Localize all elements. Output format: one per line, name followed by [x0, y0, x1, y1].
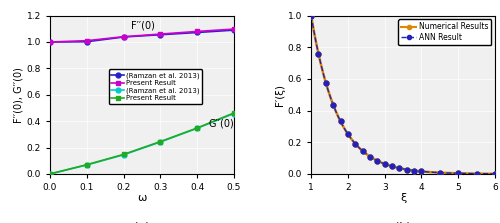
Numerical Results [338, 120, 344, 123]
ANN Result [474, 172, 480, 175]
Line: Present Result: Present Result [48, 111, 236, 176]
X-axis label: ξ: ξ [400, 193, 406, 203]
ANN Result [382, 163, 388, 165]
ANN Result [345, 133, 351, 135]
Numerical Results [396, 167, 402, 169]
Present Result [47, 173, 53, 175]
(Ramzan et al. 2013) [194, 31, 200, 34]
Present Result [120, 35, 126, 38]
Line: ANN Result: ANN Result [308, 13, 498, 176]
Present Result [194, 30, 200, 33]
ANN Result [418, 170, 424, 173]
Numerical Results [382, 163, 388, 165]
Legend: Numerical Results, ANN Result: Numerical Results, ANN Result [398, 19, 491, 45]
ANN Result [455, 172, 461, 175]
ANN Result [389, 165, 395, 168]
ANN Result [396, 167, 402, 169]
Present Result [120, 153, 126, 156]
Numerical Results [352, 142, 358, 145]
ANN Result [437, 171, 443, 174]
ANN Result [374, 159, 380, 162]
Line: (Ramzan et al. 2013): (Ramzan et al. 2013) [48, 111, 236, 176]
ANN Result [352, 142, 358, 145]
Numerical Results [323, 81, 329, 84]
Text: F′′(0): F′′(0) [131, 21, 155, 31]
Numerical Results [437, 171, 443, 174]
Numerical Results [411, 169, 417, 172]
Present Result [231, 112, 237, 114]
Present Result [158, 140, 164, 143]
Text: G′′(0): G′′(0) [208, 118, 234, 128]
(Ramzan et al. 2013) [120, 36, 126, 38]
(Ramzan et al. 2013) [84, 40, 90, 43]
Present Result [84, 39, 90, 42]
Numerical Results [455, 172, 461, 175]
ANN Result [411, 169, 417, 172]
Present Result [47, 41, 53, 43]
ANN Result [404, 168, 409, 171]
Numerical Results [308, 14, 314, 17]
ANN Result [308, 14, 314, 17]
(Ramzan et al. 2013) [194, 127, 200, 130]
Numerical Results [345, 133, 351, 135]
ANN Result [323, 81, 329, 84]
(Ramzan et al. 2013) [47, 173, 53, 175]
(Ramzan et al. 2013) [158, 33, 164, 36]
ANN Result [338, 120, 344, 123]
Numerical Results [360, 150, 366, 152]
Numerical Results [492, 172, 498, 175]
Line: Present Result: Present Result [48, 27, 236, 44]
Present Result [194, 127, 200, 129]
X-axis label: ω: ω [138, 193, 146, 203]
(Ramzan et al. 2013) [158, 141, 164, 143]
Numerical Results [418, 170, 424, 173]
Legend: (Ramzan et al. 2013), Present Result, (Ramzan et al. 2013), Present Result: (Ramzan et al. 2013), Present Result, (R… [108, 70, 202, 104]
ANN Result [367, 155, 373, 158]
Numerical Results [474, 172, 480, 175]
Present Result [84, 163, 90, 166]
(Ramzan et al. 2013) [120, 153, 126, 156]
(Ramzan et al. 2013) [231, 112, 237, 115]
Text: (a): (a) [134, 221, 150, 223]
Y-axis label: F′(ξ): F′(ξ) [275, 84, 285, 106]
ANN Result [360, 150, 366, 152]
Present Result [158, 33, 164, 35]
Numerical Results [367, 155, 373, 158]
(Ramzan et al. 2013) [47, 41, 53, 43]
Numerical Results [374, 159, 380, 162]
(Ramzan et al. 2013) [84, 164, 90, 166]
Y-axis label: F′′(0), G′′(0): F′′(0), G′′(0) [14, 67, 24, 123]
Numerical Results [316, 52, 322, 55]
Numerical Results [330, 103, 336, 106]
Line: (Ramzan et al. 2013): (Ramzan et al. 2013) [48, 28, 236, 44]
Line: Numerical Results: Numerical Results [308, 13, 498, 176]
Present Result [231, 28, 237, 30]
Numerical Results [389, 165, 395, 168]
(Ramzan et al. 2013) [231, 29, 237, 31]
Numerical Results [404, 168, 409, 171]
ANN Result [492, 172, 498, 175]
ANN Result [330, 103, 336, 106]
Text: (b): (b) [395, 221, 411, 223]
ANN Result [316, 52, 322, 55]
